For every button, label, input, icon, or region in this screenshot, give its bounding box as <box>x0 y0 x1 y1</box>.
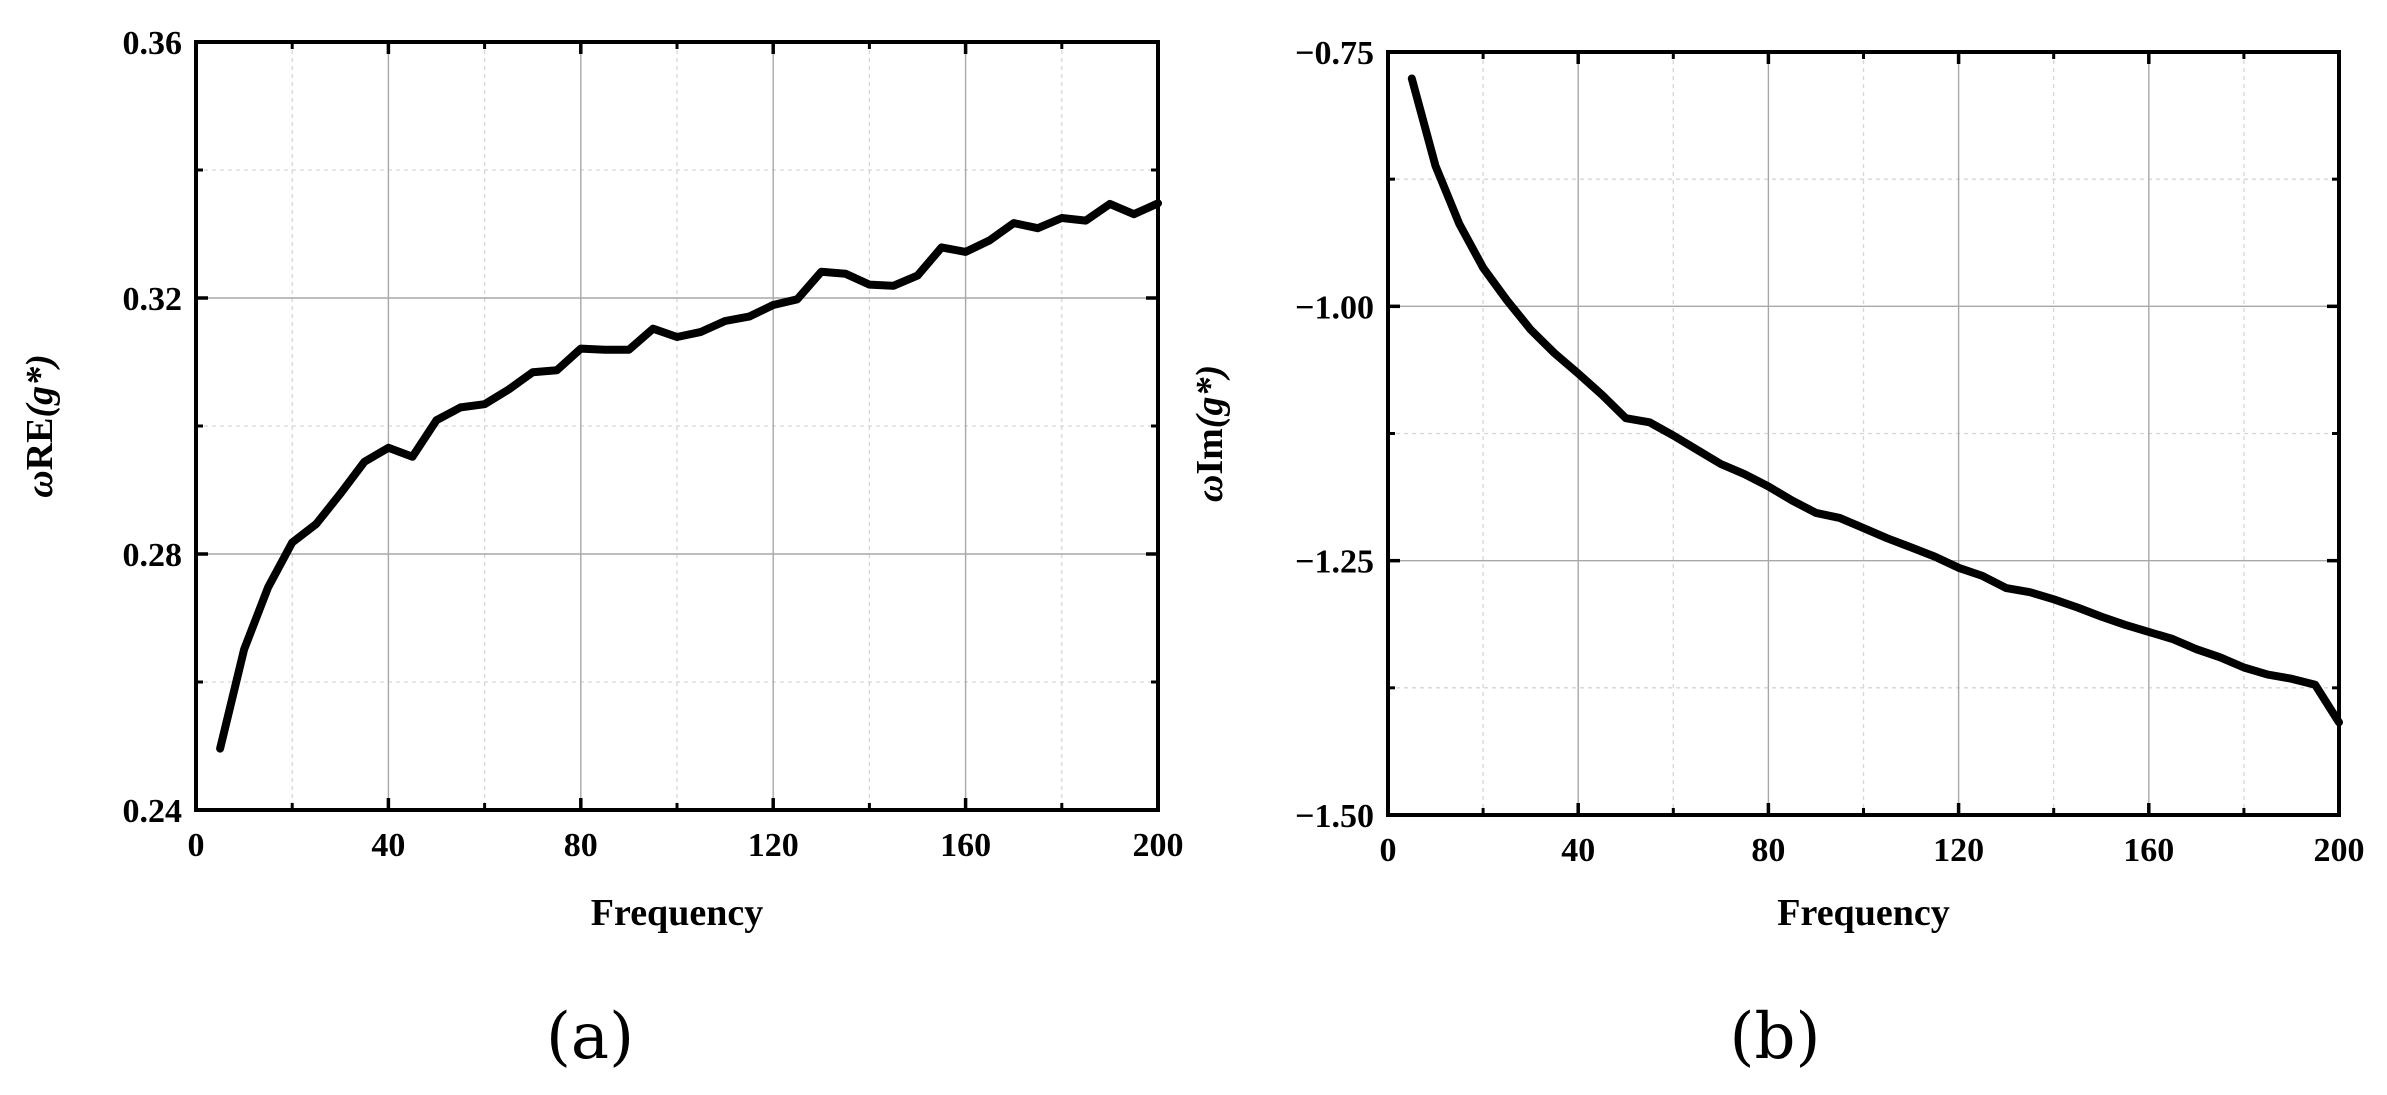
y-tick-label: −1.00 <box>1295 289 1374 326</box>
y-axis-title-arg: (g*) <box>19 354 61 417</box>
y-tick-label: −1.50 <box>1295 798 1374 835</box>
panel-label: (b) <box>1730 1000 1821 1074</box>
panel-label: (a) <box>546 1000 634 1074</box>
x-tick-label: 200 <box>2314 832 2365 869</box>
x-tick-label: 80 <box>1751 832 1785 869</box>
x-tick-label: 120 <box>748 827 799 864</box>
x-tick-label: 160 <box>2123 832 2174 869</box>
x-tick-label: 160 <box>940 827 991 864</box>
y-tick-label: 0.36 <box>123 25 183 62</box>
y-tick-label: −1.25 <box>1295 544 1374 581</box>
x-tick-label: 0 <box>188 827 205 864</box>
y-axis-title-arg: (g*) <box>1189 365 1231 428</box>
x-tick-label: 40 <box>371 827 405 864</box>
x-tick-label: 0 <box>1380 832 1397 869</box>
x-tick-label: 120 <box>1933 832 1984 869</box>
y-tick-label: 0.32 <box>123 281 183 318</box>
chart-panel-b: 0 40 80 120 160 200 −1.50 −1.25 −1.00 −0.75 Freque… <box>1189 35 2365 1074</box>
x-axis-title: Frequency <box>591 892 763 934</box>
y-axis-title-main: RE <box>19 418 61 471</box>
data-line-series-1 <box>216 199 1162 753</box>
x-tick-label: 200 <box>1133 827 1184 864</box>
y-axis-title-prefix: ω <box>19 470 61 497</box>
y-axis-title-prefix: ω <box>1189 475 1231 502</box>
x-tick-label: 80 <box>564 827 598 864</box>
x-tick-label: 40 <box>1561 832 1595 869</box>
y-axis-title: ωIm(g*) <box>1189 365 1231 502</box>
chart-panel-a: 0 40 80 120 160 200 0.24 0.28 0.32 0.36 Frequency ω… <box>19 25 1184 1074</box>
y-axis-title-main: Im <box>1189 428 1231 474</box>
x-axis-title: Frequency <box>1777 892 1949 934</box>
y-tick-label: −0.75 <box>1295 35 1374 72</box>
y-tick-label: 0.28 <box>123 537 183 574</box>
y-tick-label: 0.24 <box>123 793 183 830</box>
y-axis-title: ωRE(g*) <box>19 354 61 498</box>
data-line-series-1 <box>1407 74 2343 727</box>
